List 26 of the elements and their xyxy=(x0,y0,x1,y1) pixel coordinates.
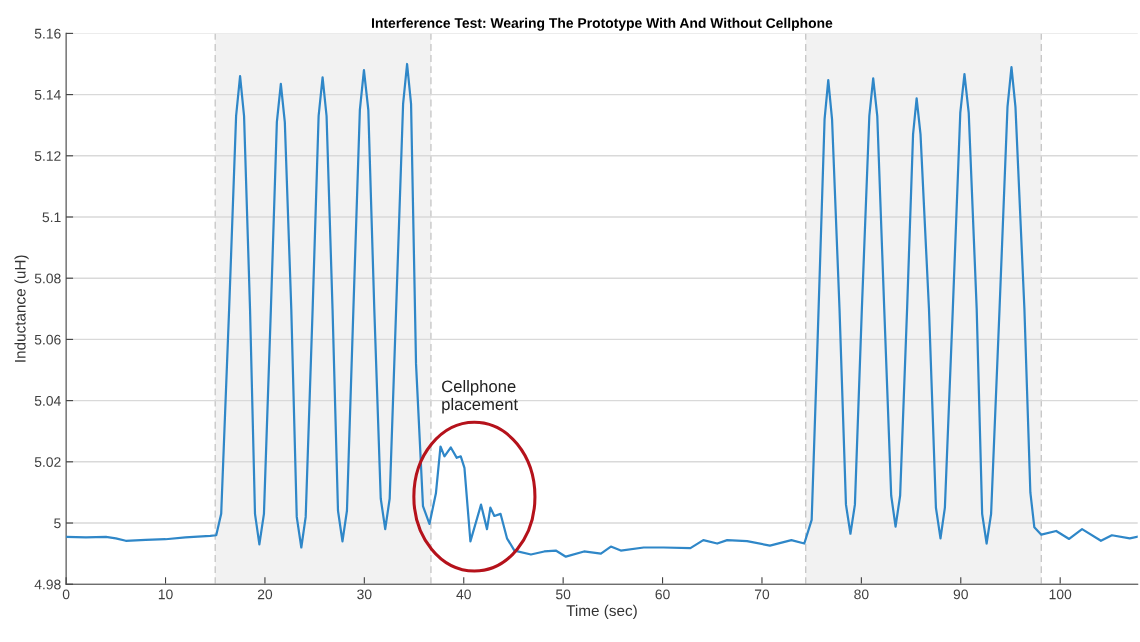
y-tick-label: 5.04 xyxy=(34,395,61,406)
y-tick-label: 5.16 xyxy=(34,28,61,39)
x-tick-label: 90 xyxy=(953,589,968,600)
x-tick-label: 80 xyxy=(854,589,869,600)
chart-title: Interference Test: Wearing The Prototype With And Without Cellphone xyxy=(372,17,833,31)
annotation: Cellphone placement xyxy=(442,379,518,414)
x-tick-label: 50 xyxy=(555,589,571,600)
y-tick-label: 5.08 xyxy=(34,273,61,284)
x-tick-label: 60 xyxy=(655,589,670,600)
y-tick-label: 5 xyxy=(54,518,61,529)
x-tick-label: 70 xyxy=(754,589,770,600)
x-axis-title: Time (sec) xyxy=(566,604,637,620)
y-tick-label: 5.02 xyxy=(34,457,61,467)
y-tick-label: 5.1 xyxy=(42,212,61,223)
x-tick-label: 100 xyxy=(1049,589,1072,600)
x-tick-label: 30 xyxy=(357,589,372,600)
x-tick-label: 10 xyxy=(158,589,173,600)
x-tick-label: 40 xyxy=(456,589,471,600)
x-tick-label: 0 xyxy=(62,589,70,600)
y-axis-title: Inductance (uH) xyxy=(14,255,29,362)
y-tick-label: 5.12 xyxy=(34,151,61,161)
y-tick-label: 5.06 xyxy=(34,334,61,345)
y-tick-label: 4.98 xyxy=(34,579,61,590)
line-series xyxy=(66,62,1138,558)
x-tick-label: 20 xyxy=(257,589,273,600)
y-tick-label: 5.14 xyxy=(34,90,61,100)
